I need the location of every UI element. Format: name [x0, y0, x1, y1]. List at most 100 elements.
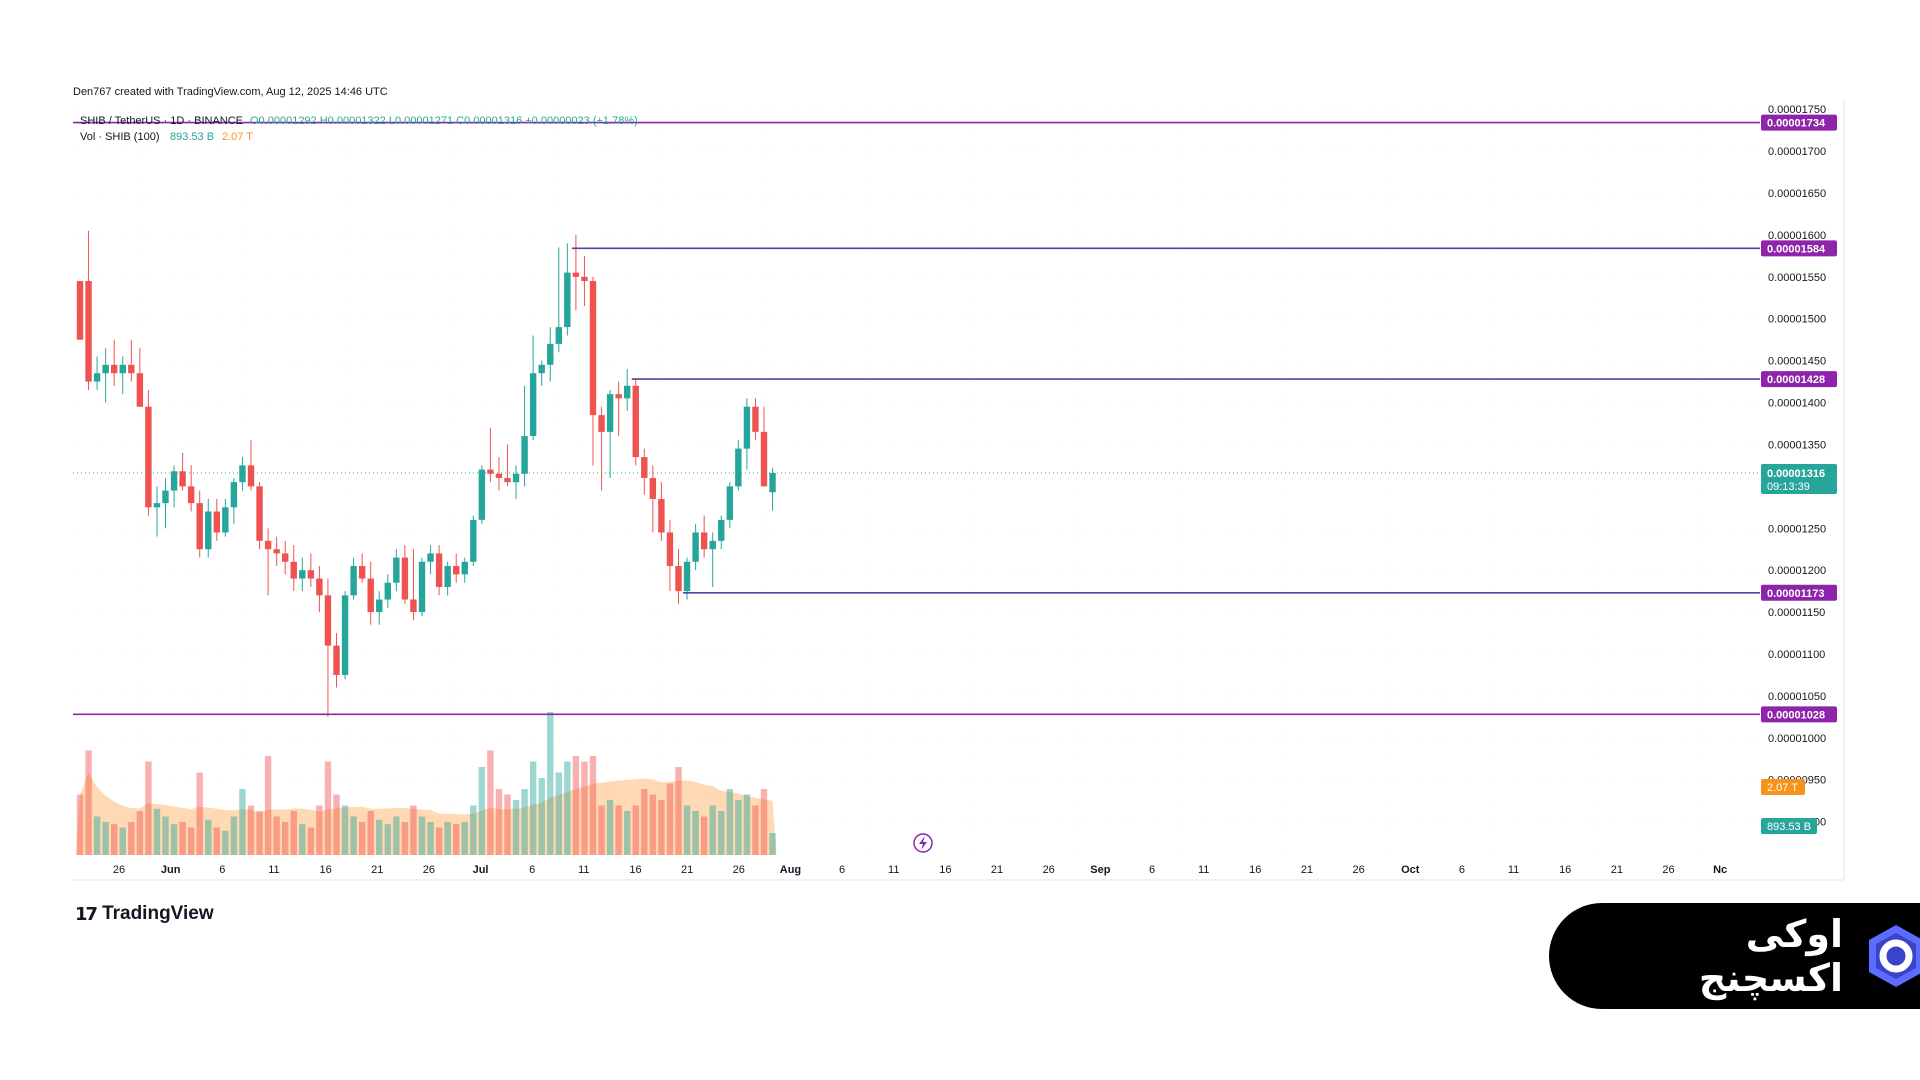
countdown-label: 09:13:39 — [1767, 481, 1810, 493]
candle-body — [324, 595, 332, 646]
candle-body — [205, 511, 212, 550]
volume-bar — [435, 827, 443, 855]
candle-body — [410, 599, 417, 613]
time-tick-label: 6 — [529, 864, 535, 876]
price-tick-label: 0.00001100 — [1768, 649, 1825, 661]
current-price-label: 0.00001316 — [1767, 468, 1825, 480]
candle-body — [478, 469, 486, 520]
candle-body — [222, 507, 229, 533]
level-layer — [73, 121, 1760, 716]
level-price-label: 0.00001428 — [1767, 374, 1825, 386]
time-tick-label: 16 — [939, 864, 951, 876]
time-tick-label: 11 — [268, 864, 279, 876]
legend-ohlc: O0.00001292 H0.00001322 L0.00001271 C0.0… — [250, 115, 638, 127]
level-price-label: 0.00001028 — [1767, 709, 1825, 721]
volume-bar — [752, 805, 759, 855]
time-tick-label: 21 — [991, 864, 1003, 876]
candle-body — [743, 406, 751, 449]
volume-bar — [111, 824, 118, 855]
candle-body — [239, 465, 246, 483]
candle-body — [572, 272, 580, 277]
legend-volume-label[interactable]: Vol · SHIB (100) — [80, 131, 159, 143]
volume-bar — [222, 830, 229, 855]
volume-bar — [264, 756, 272, 855]
time-tick-label: 26 — [423, 864, 435, 876]
candle-body — [282, 553, 289, 562]
price-tick-label: 0.00001700 — [1768, 146, 1826, 158]
volume-bar — [624, 811, 631, 855]
time-tick-label: 16 — [1559, 864, 1571, 876]
volume-bar — [478, 767, 486, 855]
legend-volume-value: 893.53 B — [170, 131, 214, 143]
volume-bar — [187, 827, 195, 855]
volume-bar — [658, 800, 665, 855]
price-tick-label: 0.00001250 — [1768, 523, 1826, 535]
volume-bar — [162, 816, 169, 855]
candle-body — [444, 565, 451, 587]
candle-body — [427, 553, 434, 562]
volume-bar — [307, 827, 315, 855]
time-tick-label: Jun — [161, 864, 181, 876]
time-tick-label: 11 — [578, 864, 589, 876]
volume-bar — [709, 805, 716, 855]
time-tick-label: 21 — [1301, 864, 1313, 876]
candle-body — [128, 364, 135, 374]
grid-layer — [73, 100, 1845, 881]
volume-bar — [247, 805, 255, 855]
candle-body — [341, 595, 349, 675]
level-price-label: 0.00001584 — [1767, 243, 1826, 255]
volume-bar — [230, 816, 238, 855]
tradingview-mark-icon: 17 — [75, 903, 98, 925]
candle-body — [461, 561, 468, 575]
volume-bar — [401, 822, 409, 855]
volume-bar — [418, 816, 426, 855]
volume-layer — [76, 712, 777, 855]
legend-symbol[interactable]: SHIB / TetherUS · 1D · BINANCE — [80, 115, 243, 127]
volume-bar — [410, 805, 417, 855]
candle-body — [589, 281, 597, 416]
candle-body — [726, 486, 733, 520]
volume-bar — [512, 800, 520, 855]
volume-bar — [324, 761, 332, 855]
time-tick-label: Jul — [473, 864, 489, 876]
volume-bar — [290, 811, 297, 855]
volume-badge — [1761, 818, 1817, 834]
level-price-label-bg — [1761, 371, 1837, 388]
tradingview-logo[interactable]: 17 TradingView — [75, 900, 214, 928]
candle-body — [358, 565, 366, 579]
candle-body — [555, 327, 562, 344]
volume-bar — [196, 772, 203, 855]
candle-body — [145, 406, 152, 508]
candle-body — [658, 498, 665, 533]
time-tick-label: 11 — [1198, 864, 1209, 876]
volume-bar — [367, 811, 374, 855]
candle-body — [760, 431, 768, 487]
volume-bar — [205, 819, 212, 855]
volume-bar — [153, 808, 161, 855]
volume-bar — [641, 789, 648, 855]
volume-bar — [495, 789, 503, 855]
candle-body — [418, 561, 426, 613]
candle-body — [769, 472, 776, 493]
volume-bar — [572, 756, 580, 855]
candle-body — [470, 519, 477, 562]
candle-body — [307, 570, 315, 579]
candle-body — [529, 373, 537, 437]
candle-body — [453, 565, 460, 575]
candle-body — [264, 540, 272, 550]
candle-body — [641, 457, 648, 478]
candle-body — [350, 565, 357, 596]
volume-bar — [358, 822, 366, 855]
time-tick-label: 6 — [1459, 864, 1465, 876]
volume-bar — [239, 789, 246, 855]
okex-logo-icon — [1869, 925, 1920, 987]
candle-body — [401, 557, 409, 600]
lightning-icon[interactable] — [913, 833, 933, 853]
candle-body — [547, 343, 554, 365]
brand-name: اوکی اکسچنج — [1698, 912, 1843, 1000]
candle-body — [709, 540, 716, 550]
candle-body — [153, 503, 161, 508]
time-tick-label: 16 — [1249, 864, 1261, 876]
volume-bar — [598, 805, 605, 855]
